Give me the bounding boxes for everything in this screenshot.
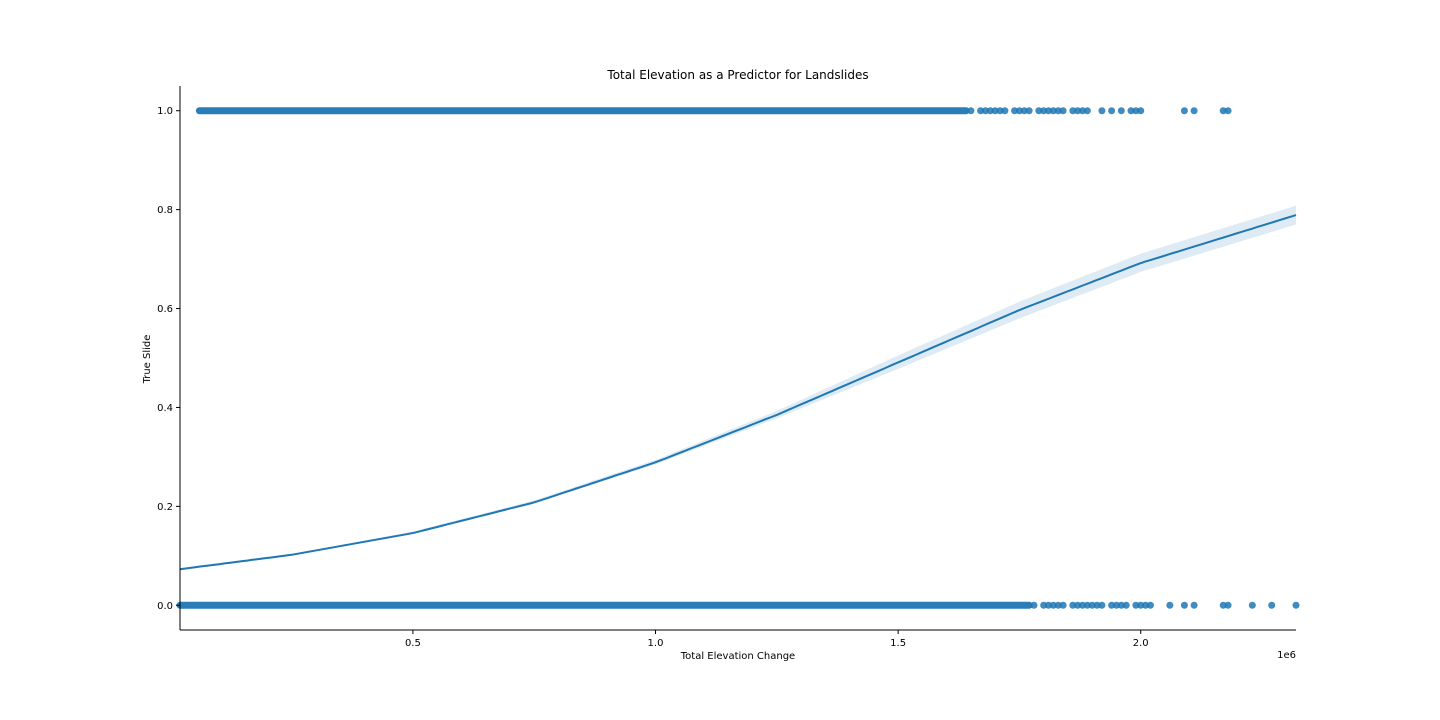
scatter-point [1224, 107, 1232, 115]
scatter-point [1108, 107, 1116, 115]
scatter-point [1069, 107, 1077, 115]
scatter-point [1059, 107, 1067, 115]
scatter-point [1132, 107, 1140, 115]
scatter-point [1127, 107, 1135, 115]
scatter-point [996, 107, 1004, 115]
scatter-point [967, 107, 975, 115]
scatter-point [1180, 107, 1188, 115]
scatter-point [1248, 601, 1256, 609]
x-axis-label: Total Elevation Change [680, 651, 795, 662]
scatter-point [986, 107, 994, 115]
scatter-point [1083, 107, 1091, 115]
scatter-point [1074, 107, 1082, 115]
scatter-point [1040, 601, 1048, 609]
scatter-point [1045, 107, 1053, 115]
scatter-point [1292, 601, 1300, 609]
confidence-band-layer [180, 205, 1296, 571]
scatter-point [1137, 601, 1145, 609]
scatter-point [1079, 601, 1087, 609]
x-axis-ticks: 0.5 1.0 1.5 2.0 [405, 630, 1149, 649]
scatter-point [1035, 107, 1043, 115]
scatter-dense-run [176, 601, 1033, 609]
scatter-point [1020, 107, 1028, 115]
x-tick-label: 0.5 [405, 638, 421, 649]
scatter-point [1079, 107, 1087, 115]
scatter-point [1224, 601, 1232, 609]
scatter-point [1117, 601, 1125, 609]
scatter-point [1069, 601, 1077, 609]
y-axis-label: True Slide [142, 335, 153, 385]
y-tick-label: 0.4 [157, 403, 173, 414]
y-tick-label: 0.8 [157, 205, 173, 216]
scatter-point [1166, 601, 1174, 609]
x-tick-label: 1.5 [890, 638, 906, 649]
regression-line-layer [179, 214, 1297, 571]
y-tick-label: 0.0 [157, 601, 173, 612]
regression-line [179, 214, 1297, 571]
scatter-point [981, 107, 989, 115]
scatter-point [1180, 601, 1188, 609]
y-tick-label: 0.6 [157, 304, 173, 315]
scatter-point [1088, 601, 1096, 609]
scatter-point [1098, 107, 1106, 115]
scatter-point [1268, 601, 1276, 609]
scatter-point [1025, 107, 1033, 115]
scatter-point [1049, 601, 1057, 609]
x-tick-label: 1.0 [648, 638, 664, 649]
scatter-point [1093, 601, 1101, 609]
scatter-point [1049, 107, 1057, 115]
scatter-point [1190, 601, 1198, 609]
x-axis-offset-label: 1e6 [1277, 650, 1296, 661]
confidence-band [180, 205, 1296, 571]
scatter-point [991, 107, 999, 115]
y-tick-label: 0.2 [157, 502, 173, 513]
scatter-point [1142, 601, 1150, 609]
scatter-point [1011, 107, 1019, 115]
scatter-point [1219, 107, 1227, 115]
scatter-point [1045, 601, 1053, 609]
scatter-point [1030, 601, 1038, 609]
scatter-point [1054, 601, 1062, 609]
scatter-point [1059, 601, 1067, 609]
scatter-point [1137, 107, 1145, 115]
scatter-point [1015, 107, 1023, 115]
scatter-point [1146, 601, 1154, 609]
x-tick-label: 2.0 [1133, 638, 1149, 649]
chart-title: Total Elevation as a Predictor for Lands… [606, 68, 868, 82]
scatter-point [1112, 601, 1120, 609]
scatter-points-layer [176, 107, 1300, 609]
scatter-point [1117, 107, 1125, 115]
scatter-point [1132, 601, 1140, 609]
scatter-point [1122, 601, 1130, 609]
y-axis-ticks: 0.0 0.2 0.4 0.6 0.8 1.0 [157, 106, 180, 612]
scatter-point [1040, 107, 1048, 115]
scatter-point [977, 107, 985, 115]
scatter-point [1098, 601, 1106, 609]
scatter-point [1074, 601, 1082, 609]
scatter-point [1219, 601, 1227, 609]
scatter-point [1108, 601, 1116, 609]
scatter-point [1001, 107, 1009, 115]
scatter-dense-run [195, 107, 970, 115]
y-tick-label: 1.0 [157, 106, 173, 117]
scatter-point [1054, 107, 1062, 115]
scatter-point [1083, 601, 1091, 609]
scatter-point [1190, 107, 1198, 115]
